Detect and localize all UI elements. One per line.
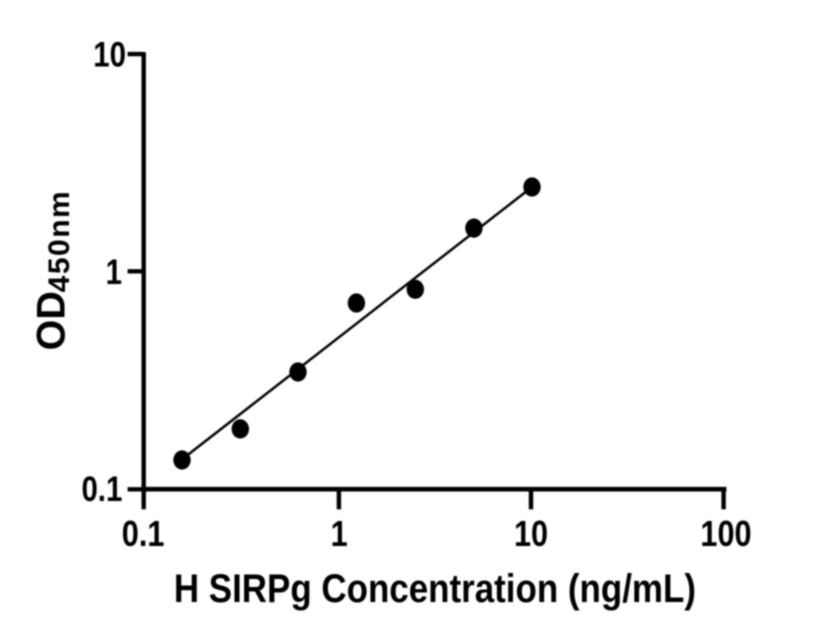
svg-text:10: 10 [93,35,126,74]
svg-text:1: 1 [106,252,122,291]
svg-text:10: 10 [514,514,548,555]
svg-text:H SIRPg Concentration (ng/mL): H SIRPg Concentration (ng/mL) [174,566,696,610]
svg-text:100: 100 [700,514,751,555]
svg-text:1: 1 [331,514,348,555]
svg-text:0.1: 0.1 [81,470,122,509]
svg-text:0.1: 0.1 [122,514,165,555]
